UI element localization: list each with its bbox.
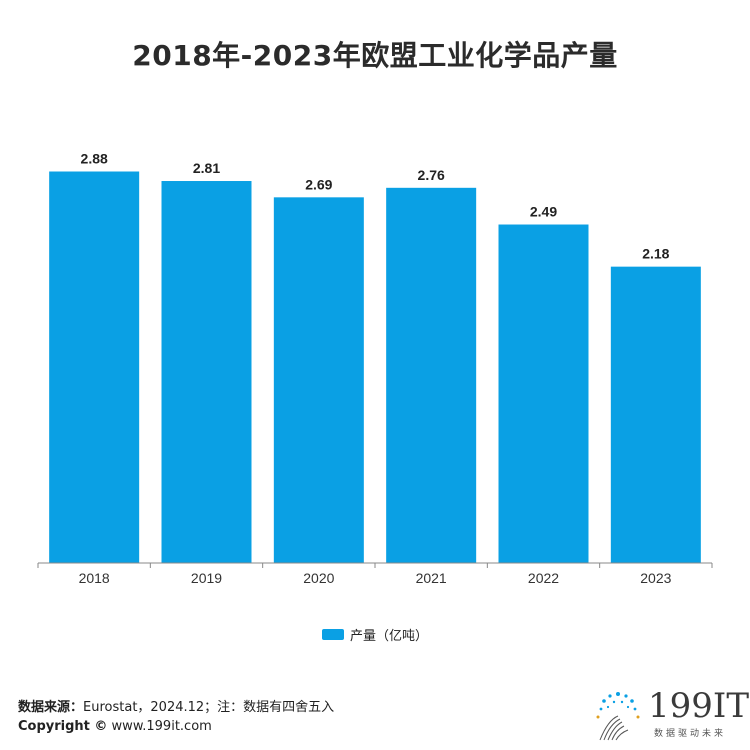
value-label-2022: 2.49 <box>530 204 557 220</box>
x-tick-label-2019: 2019 <box>191 570 222 586</box>
legend-label: 产量（亿吨） <box>349 629 428 644</box>
bar-2018 <box>49 171 140 563</box>
source-text: Eurostat，2024.12；注：数据有四舍五入 <box>83 700 335 715</box>
bar-2021 <box>386 187 477 563</box>
logo: 199IT 数据驱动未来 <box>590 686 749 742</box>
bar-2019 <box>161 181 252 563</box>
bar-chart: 2.88 2.81 2.69 2.76 2.49 2.18 2018 2019 2020 202… <box>37 151 713 586</box>
x-tick-label-2021: 2021 <box>416 570 447 586</box>
logo-tagline: 数据驱动未来 <box>654 729 727 739</box>
bar-2022 <box>498 224 589 563</box>
x-tick-label-2018: 2018 <box>79 570 110 586</box>
value-label-2021: 2.76 <box>418 167 445 183</box>
chart-title: 2018年-2023年欧盟工业化学品产量 <box>132 39 618 72</box>
value-label-2019: 2.81 <box>193 160 220 176</box>
legend-swatch <box>321 629 344 640</box>
copyright-note: Copyright © www.199it.com <box>18 719 212 734</box>
x-tick-label-2020: 2020 <box>303 570 334 586</box>
copyright-label: Copyright © <box>18 719 108 734</box>
dandelion-dots-icon <box>596 692 640 741</box>
legend: 产量（亿吨） <box>0 625 750 644</box>
value-label-2023: 2.18 <box>642 246 669 262</box>
x-tick-label-2023: 2023 <box>640 570 671 586</box>
copyright-text: www.199it.com <box>107 719 212 734</box>
source-label: 数据来源： <box>18 700 84 715</box>
logo-text: 199IT <box>648 686 750 726</box>
value-label-2018: 2.88 <box>81 151 108 167</box>
source-note: 数据来源：Eurostat，2024.12；注：数据有四舍五入 <box>18 696 334 715</box>
value-label-2020: 2.69 <box>305 176 332 192</box>
bar-2023 <box>610 266 701 563</box>
bar-2020 <box>273 197 364 563</box>
x-tick-label-2022: 2022 <box>528 570 559 586</box>
